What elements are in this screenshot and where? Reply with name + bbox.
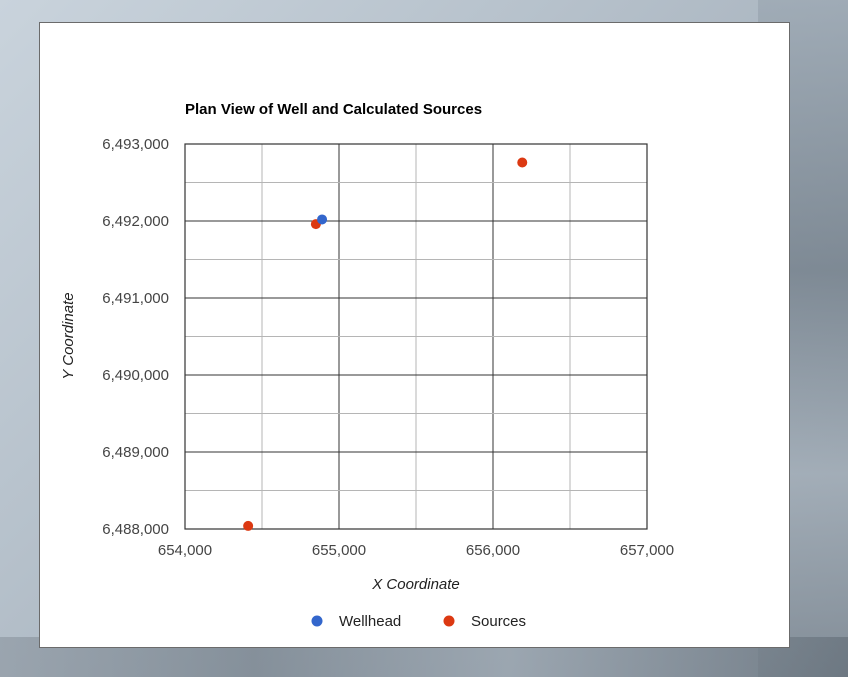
x-tick-label: 656,000 (466, 542, 520, 559)
legend-label-wellhead: Wellhead (339, 613, 401, 630)
y-tick-label: 6,489,000 (102, 444, 169, 461)
sources-point (517, 157, 528, 168)
y-axis-label: Y Coordinate (60, 292, 77, 379)
legend-marker-sources (443, 615, 455, 627)
x-tick-label: 655,000 (312, 542, 366, 559)
y-tick-label: 6,488,000 (102, 521, 169, 538)
wellhead-point (317, 214, 328, 225)
x-tick-label: 657,000 (620, 542, 674, 559)
sources-point (243, 520, 254, 531)
x-tick-label: 654,000 (158, 542, 212, 559)
tick-labels: 654,000 655,000 656,000 657,000 6,488,000 6,4… (102, 136, 674, 559)
chart-title: Plan View of Well and Calculated Sources (185, 101, 482, 118)
x-axis-label: X Coordinate (371, 576, 460, 593)
data-points (243, 157, 528, 531)
y-tick-label: 6,491,000 (102, 290, 169, 307)
y-tick-label: 6,492,000 (102, 213, 169, 230)
plot-area-border (184, 143, 648, 530)
legend-marker-wellhead (311, 615, 323, 627)
legend-label-sources: Sources (471, 613, 526, 630)
legend: Wellhead Sources (311, 613, 526, 630)
chart-card: Plan View of Well and Calculated Sources… (39, 22, 790, 648)
y-tick-label: 6,493,000 (102, 136, 169, 153)
y-tick-label: 6,490,000 (102, 367, 169, 384)
scatter-chart: Plan View of Well and Calculated Sources… (60, 101, 674, 630)
grid-lines (185, 144, 647, 529)
